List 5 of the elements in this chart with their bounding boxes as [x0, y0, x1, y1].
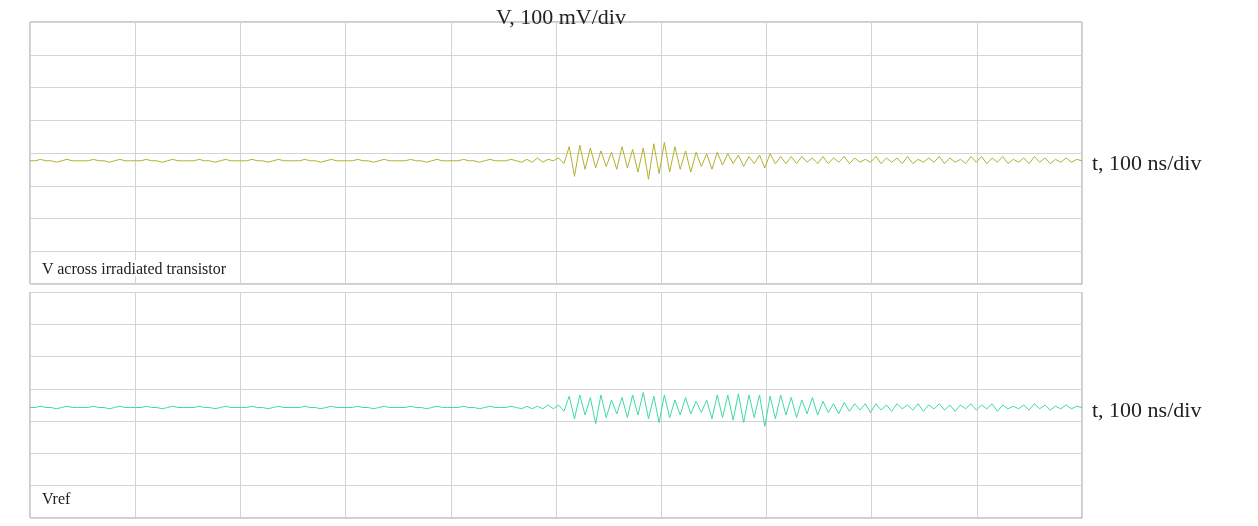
annotation: V across irradiated transistor [42, 259, 227, 277]
x-axis-title: t, 100 ns/div [1092, 396, 1202, 422]
annotation: Vref [42, 489, 72, 507]
x-axis-title: t, 100 ns/div [1092, 150, 1202, 176]
y-axis-title: V, 100 mV/div [496, 3, 626, 29]
